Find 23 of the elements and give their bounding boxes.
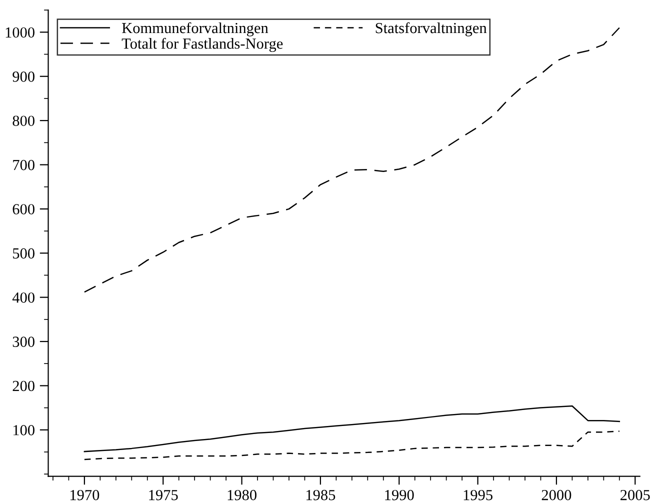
x-tick-label: 2005 (620, 490, 650, 500)
x-tick-label: 1985 (306, 490, 336, 500)
legend-label: Totalt for Fastlands-Norge (122, 38, 283, 52)
y-tick-label: 300 (12, 336, 34, 347)
x-tick-label: 1980 (228, 490, 256, 500)
y-tick-label: 800 (12, 116, 34, 126)
y-tick-label: 900 (12, 72, 34, 82)
x-tick-label: 1975 (149, 490, 178, 500)
y-tick-label: 100 (13, 425, 34, 436)
y-tick-label: 700 (13, 160, 34, 170)
line-series (84, 405, 620, 452)
x-tick-label: 2000 (542, 490, 572, 500)
y-tick-label: 500 (13, 248, 34, 259)
legend-label: Statsforvaltningen (376, 22, 487, 36)
legend-label: Kommuneforvaltningen (122, 22, 268, 36)
y-tick-label: 600 (12, 204, 34, 214)
line-series (84, 430, 620, 460)
y-tick-label: 1000 (6, 27, 34, 38)
x-tick-label: 1990 (385, 490, 414, 500)
x-tick-label: 1970 (70, 490, 100, 500)
y-tick-label: 400 (12, 292, 34, 303)
x-tick-label: 1995 (464, 490, 492, 500)
y-tick-label: 200 (12, 380, 34, 392)
